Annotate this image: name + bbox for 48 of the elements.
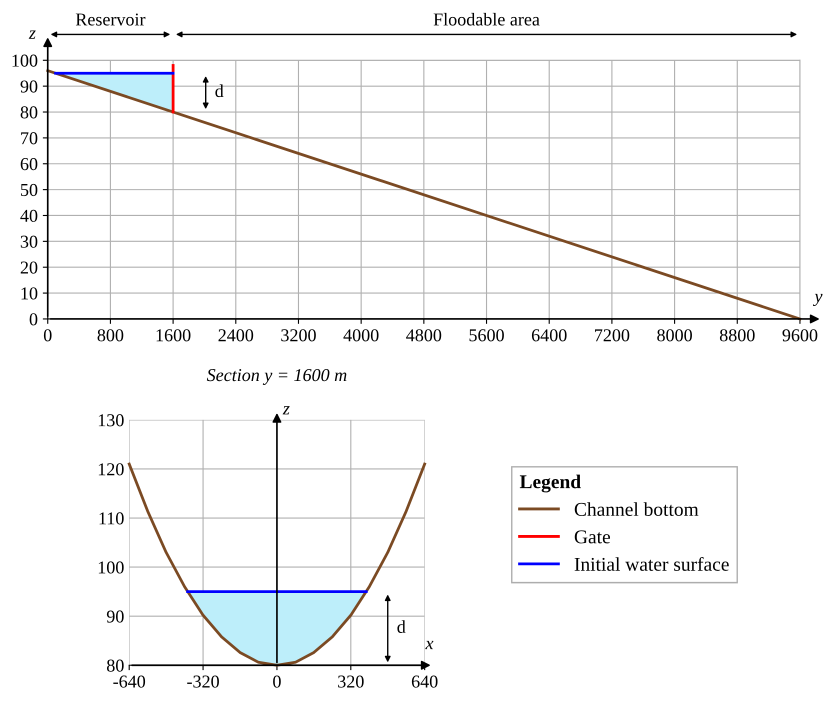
x-tick-label: 7200 bbox=[595, 329, 630, 342]
x-tick-label: 3200 bbox=[281, 329, 316, 342]
y-tick-label: 90 bbox=[20, 80, 38, 93]
x-tick-label: 0 bbox=[44, 329, 52, 342]
y-tick-label: 40 bbox=[20, 210, 38, 222]
annotation: d bbox=[397, 620, 406, 633]
x-tick-label: 2400 bbox=[218, 329, 254, 342]
x-tick-label: 640 bbox=[412, 675, 438, 688]
y-tick-label: 100 bbox=[98, 561, 124, 574]
x-tick-label: 4000 bbox=[343, 329, 379, 342]
x-tick-label: 6400 bbox=[532, 329, 567, 342]
y-tick-label: 110 bbox=[100, 512, 124, 524]
y-tick-label: 90 bbox=[106, 610, 124, 623]
y-axis-title: z bbox=[282, 406, 290, 414]
legend-title: Legend bbox=[520, 474, 581, 492]
y-tick-label: 80 bbox=[106, 660, 124, 672]
y-tick-label: 60 bbox=[20, 158, 38, 170]
x-tick-label: 8800 bbox=[720, 329, 755, 342]
x-tick-label: -640 bbox=[113, 675, 146, 688]
x-tick-label: 8000 bbox=[657, 329, 692, 342]
x-tick-label: 1600 bbox=[156, 329, 190, 342]
y-tick-label: 50 bbox=[21, 184, 38, 196]
y-tick-label: 100 bbox=[12, 54, 38, 67]
x-tick-label: -320 bbox=[187, 675, 219, 688]
chart-title: Section y = 1600 m bbox=[206, 369, 346, 385]
x-tick-label: 320 bbox=[338, 675, 364, 688]
y-tick-label: 20 bbox=[20, 261, 38, 274]
y-tick-label: 80 bbox=[20, 106, 38, 118]
x-axis-title: x bbox=[425, 640, 434, 650]
y-tick-label: 130 bbox=[98, 414, 124, 426]
text: Floodable area bbox=[434, 12, 540, 26]
x-tick-label: 4800 bbox=[406, 329, 442, 342]
x-axis-title: y bbox=[813, 294, 823, 306]
legend-label: Gate bbox=[574, 530, 610, 544]
y-axis-title: z bbox=[28, 30, 36, 39]
y-tick-label: 120 bbox=[98, 463, 124, 476]
annotation: d bbox=[215, 84, 224, 98]
legend-label: Channel bottom bbox=[574, 502, 698, 516]
x-tick-label: 9600 bbox=[782, 329, 818, 342]
y-tick-label: 10 bbox=[22, 287, 38, 300]
x-tick-label: 0 bbox=[273, 675, 281, 688]
x-tick-label: 5600 bbox=[470, 329, 504, 342]
x-tick-label: 800 bbox=[98, 329, 124, 342]
y-tick-label: 0 bbox=[30, 313, 38, 326]
y-tick-label: 30 bbox=[20, 236, 38, 248]
text: Reservoir bbox=[76, 13, 146, 26]
y-tick-label: 70 bbox=[21, 132, 38, 144]
legend-label: Initial water surface bbox=[574, 557, 729, 571]
